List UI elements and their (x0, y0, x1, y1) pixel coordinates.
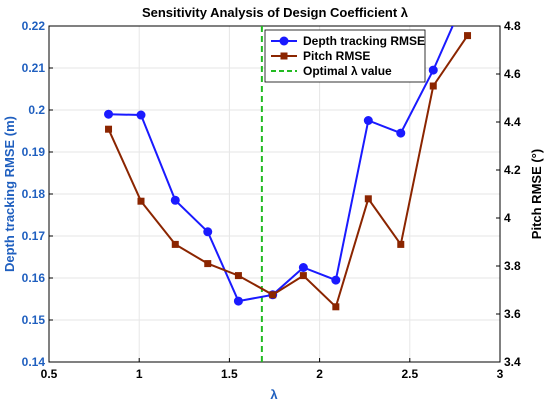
right-y-tick-label: 4.6 (504, 67, 521, 81)
depth-data-point (396, 128, 406, 138)
chart-title: Sensitivity Analysis of Design Coefficie… (142, 5, 409, 20)
pitch-data-point (171, 240, 179, 248)
x-axis-label: λ (270, 387, 278, 402)
depth-data-point (104, 109, 114, 119)
depth-data-point (428, 65, 438, 75)
left-y-tick-label: 0.21 (22, 61, 46, 75)
x-tick-label: 2 (316, 367, 323, 381)
left-y-tick-label: 0.19 (22, 145, 46, 159)
depth-data-point (331, 275, 341, 285)
depth-data-point (136, 110, 146, 120)
left-y-tick-label: 0.2 (28, 103, 45, 117)
right-y-axis-label: Pitch RMSE (°) (529, 149, 544, 239)
depth-series-line (108, 26, 454, 303)
pitch-data-point (105, 125, 113, 133)
left-y-tick-label: 0.15 (22, 313, 46, 327)
pitch-data-point (204, 260, 212, 268)
depth-data-point (233, 296, 243, 306)
right-y-tick-label: 4 (504, 211, 511, 225)
depth-data-point (203, 227, 213, 237)
legend-optimal-label: Optimal λ value (303, 64, 392, 78)
x-tick-label: 2.5 (401, 367, 418, 381)
left-y-tick-label: 0.18 (22, 187, 46, 201)
right-y-tick-label: 4.8 (504, 19, 521, 33)
left-y-axis-ticks: 0.14 0.15 0.16 0.17 0.18 0.19 0.2 0.21 0.22 (22, 19, 53, 369)
pitch-data-point (397, 240, 405, 248)
right-y-tick-label: 3.4 (504, 355, 521, 369)
right-y-tick-label: 4.4 (504, 115, 521, 129)
pitch-data-point (269, 291, 277, 299)
pitch-data-point (464, 32, 472, 40)
series-group (104, 26, 472, 311)
pitch-series-line (107, 35, 469, 309)
left-y-tick-label: 0.22 (22, 19, 46, 33)
x-tick-label: 1 (136, 367, 143, 381)
pitch-data-point (234, 272, 242, 280)
depth-data-point (363, 116, 373, 125)
pitch-data-point (299, 272, 307, 280)
right-y-tick-label: 4.2 (504, 163, 521, 177)
depth-data-point (170, 195, 180, 205)
x-tick-label: 1.5 (221, 367, 238, 381)
left-y-tick-label: 0.16 (22, 271, 46, 285)
pitch-data-point (429, 82, 437, 90)
depth-data-point (298, 263, 308, 272)
left-y-tick-label: 0.17 (22, 229, 46, 243)
x-tick-label: 3 (497, 367, 504, 381)
legend-pitch-label: Pitch RMSE (303, 49, 370, 63)
pitch-data-point (364, 195, 372, 203)
legend: Depth tracking RMSE Pitch RMSE Optimal λ… (264, 29, 426, 83)
left-y-tick-label: 0.14 (22, 355, 46, 369)
left-y-axis-label: Depth tracking RMSE (m) (2, 116, 17, 272)
right-y-tick-label: 3.8 (504, 259, 521, 273)
legend-depth-label: Depth tracking RMSE (303, 34, 425, 48)
x-tick-label: 0.5 (41, 367, 58, 381)
pitch-data-point (332, 303, 340, 311)
legend-depth-marker (279, 36, 289, 46)
pitch-data-point (137, 197, 145, 205)
right-y-axis-ticks: 3.4 3.6 3.8 4 4.2 4.4 4.6 4.8 (496, 19, 521, 369)
right-y-tick-label: 3.6 (504, 307, 521, 321)
x-axis-ticks: 0.5 1 1.5 2 2.5 3 (41, 358, 504, 381)
legend-pitch-marker (280, 52, 288, 60)
